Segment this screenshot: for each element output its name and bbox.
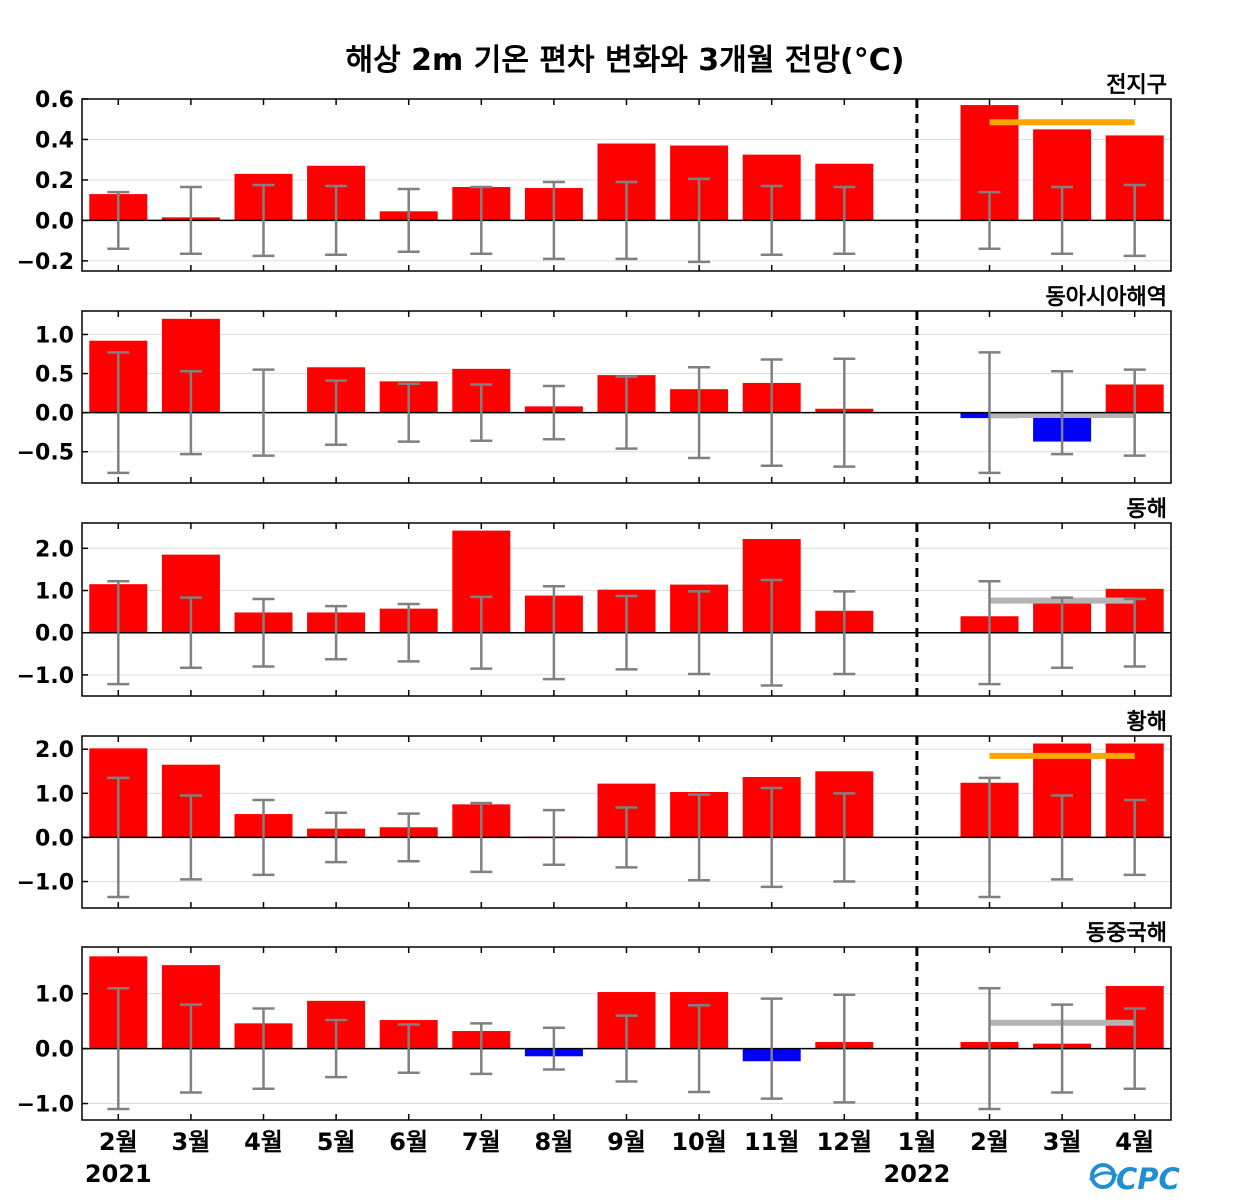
- y-tick-label: 2.0: [35, 537, 74, 562]
- y-tick-label: 1.0: [35, 580, 74, 605]
- x-tick-label: 12월: [817, 1128, 872, 1156]
- x-tick-label: 9월: [607, 1128, 646, 1156]
- panel-3: −1.0 0.0 1.0 2.0 동해: [17, 497, 1172, 697]
- ocpc-logo-swoosh: [1088, 1171, 1118, 1182]
- x-axis-labels: 2월 3월 4월 5월 6월 7월 8월 9월 10월 11월 12월 1월 2월 3월 4월 2021 202…: [85, 1128, 1154, 1188]
- y-tick-label: −0.5: [17, 441, 74, 466]
- panel-4: −1.0 0.0 1.0 2.0 황해: [17, 710, 1172, 909]
- y-tick-label: 0.6: [35, 88, 74, 113]
- y-tick-label: 2.0: [35, 738, 74, 763]
- panel-title: 황해: [1127, 710, 1167, 735]
- x-tick-label: 2월: [970, 1128, 1009, 1156]
- x-tick-label: 11월: [744, 1128, 799, 1156]
- panel-title: 동아시아해역: [1046, 285, 1167, 310]
- x-tick-label: 3월: [172, 1128, 211, 1156]
- y-tick-label: −0.2: [17, 250, 74, 275]
- panel-title: 동해: [1127, 497, 1167, 522]
- year-label: 2021: [85, 1160, 152, 1188]
- x-tick-label: 5월: [317, 1128, 356, 1156]
- y-tick-label: 0.0: [35, 209, 74, 234]
- x-tick-label: 10월: [671, 1128, 726, 1156]
- y-tick-label: 0.0: [35, 622, 74, 647]
- y-tick-label: 0.2: [35, 169, 74, 194]
- y-tick-label: −1.0: [17, 1093, 74, 1118]
- y-tick-label: 0.5: [35, 363, 74, 388]
- chart-title: 해상 2m 기온 편차 변화와 3개월 전망(°C): [346, 43, 905, 78]
- ocpc-logo: CPC: [1088, 1162, 1180, 1196]
- y-tick-label: 1.0: [35, 323, 74, 348]
- y-tick-label: −1.0: [17, 664, 74, 689]
- year-label: 2022: [884, 1160, 951, 1188]
- panel-5: −1.0 0.0 1.0 동중국해: [17, 921, 1172, 1121]
- x-tick-label: 3월: [1043, 1128, 1082, 1156]
- panels: −0.2 0.0 0.2 0.4 0.6 전지구 −0.5 0.0 0.5 1.0 동아시아해역 −1…: [17, 73, 1172, 1121]
- y-tick-label: 0.4: [35, 128, 74, 153]
- y-tick-label: −1.0: [17, 871, 74, 896]
- panel-1: −0.2 0.0 0.2 0.4 0.6 전지구: [17, 73, 1172, 275]
- y-tick-label: 1.0: [35, 782, 74, 807]
- x-tick-label: 4월: [244, 1128, 283, 1156]
- y-tick-label: 1.0: [35, 983, 74, 1008]
- x-tick-label: 4월: [1115, 1128, 1154, 1156]
- x-tick-label: 6월: [389, 1128, 428, 1156]
- ocpc-logo-text: CPC: [1116, 1162, 1180, 1196]
- y-tick-label: 0.0: [35, 402, 74, 427]
- x-tick-label: 7월: [462, 1128, 501, 1156]
- x-tick-label: 2월: [99, 1128, 138, 1156]
- x-tick-label: 1월: [898, 1128, 937, 1156]
- panel-2: −0.5 0.0 0.5 1.0 동아시아해역: [17, 285, 1172, 484]
- y-tick-label: 0.0: [35, 826, 74, 851]
- y-tick-label: 0.0: [35, 1038, 74, 1063]
- x-tick-label: 8월: [535, 1128, 574, 1156]
- panel-title: 전지구: [1106, 73, 1167, 98]
- panel-title: 동중국해: [1086, 921, 1167, 946]
